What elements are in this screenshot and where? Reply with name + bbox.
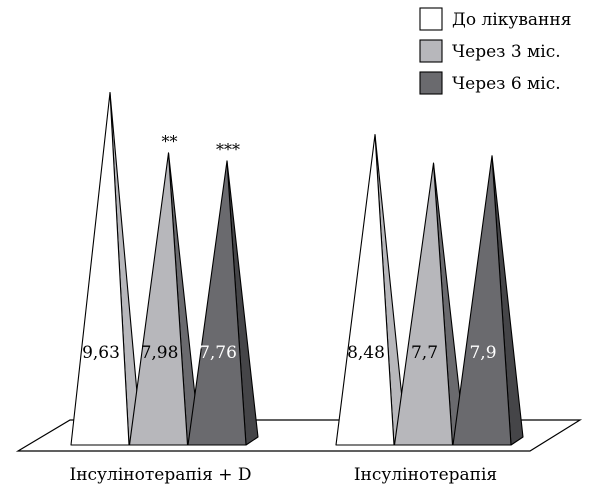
legend: До лікування Через 3 міс. Через 6 міс.: [419, 7, 571, 95]
pyramid-bar: [70, 91, 130, 446]
pyramid-bar: [452, 155, 512, 446]
significance-annotation: **: [162, 132, 178, 151]
category-label: Інсулінотерапія + D: [69, 465, 251, 485]
pyramid-bar: [187, 160, 247, 446]
legend-swatch: [419, 39, 443, 63]
significance-annotation: ***: [216, 140, 240, 159]
labels-group: 9,63 7,98 7,76 Інсулінотерапія + D 8,48 7,7 7,…: [69, 132, 497, 485]
pyramid-bar: [335, 134, 395, 446]
pyramids-group: [70, 91, 524, 446]
pyramid-bar: [128, 152, 189, 446]
data-label: 7,7: [411, 343, 438, 363]
legend-swatch: [419, 7, 443, 31]
data-label: 8,48: [347, 343, 385, 363]
category-label: Інсулінотерапія: [354, 465, 497, 485]
data-label: 7,76: [199, 343, 237, 363]
pyramid-bar: [393, 162, 454, 446]
data-label: 9,63: [82, 343, 120, 363]
legend-swatch: [419, 71, 443, 95]
legend-label: До лікування: [452, 10, 571, 30]
data-label: 7,98: [141, 343, 179, 363]
legend-label: Через 3 міс.: [452, 42, 561, 62]
data-label: 7,9: [469, 343, 496, 363]
legend-label: Через 6 міс.: [452, 74, 561, 94]
